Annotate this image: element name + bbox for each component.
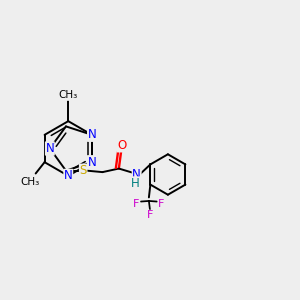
Text: F: F: [158, 199, 165, 209]
Text: F: F: [147, 210, 154, 220]
Text: S: S: [80, 164, 87, 177]
Text: F: F: [133, 199, 140, 209]
Text: H: H: [131, 177, 140, 190]
Text: O: O: [117, 139, 126, 152]
Text: N: N: [46, 142, 54, 155]
Text: N: N: [132, 168, 141, 181]
Text: N: N: [88, 128, 96, 141]
Text: N: N: [88, 156, 96, 169]
Text: N: N: [64, 169, 73, 182]
Text: CH₃: CH₃: [58, 90, 78, 100]
Text: CH₃: CH₃: [21, 177, 40, 188]
